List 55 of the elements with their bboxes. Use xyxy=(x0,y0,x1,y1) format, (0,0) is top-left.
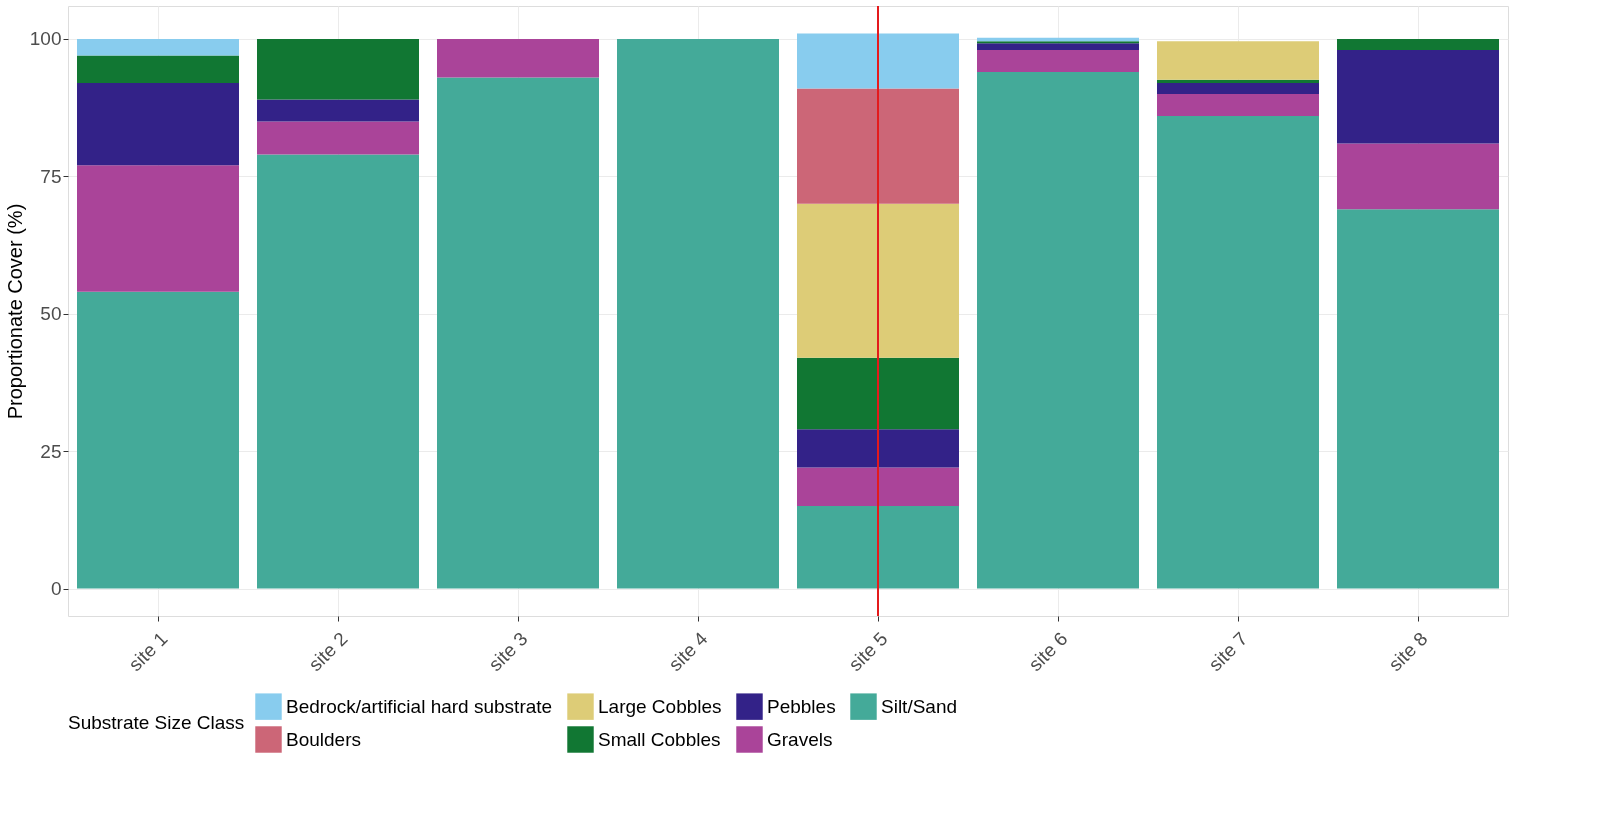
legend-label: Large Cobbles xyxy=(598,695,722,717)
x-tick-label: site 8 xyxy=(1384,628,1432,676)
bar xyxy=(1337,38,1499,50)
bar xyxy=(797,429,959,468)
bar xyxy=(77,55,239,83)
bar xyxy=(77,38,239,56)
legend-label: Gravels xyxy=(767,728,833,750)
y-tick-label: 100 xyxy=(29,28,62,50)
y-tick-label: 50 xyxy=(40,303,62,325)
bar xyxy=(77,291,239,589)
y-tick-label: 75 xyxy=(40,165,62,187)
bar xyxy=(1157,79,1319,83)
x-tick-label: site 1 xyxy=(124,628,172,676)
bar xyxy=(977,49,1139,72)
bar xyxy=(977,71,1139,589)
bar xyxy=(1157,115,1319,589)
x-tick-label: site 2 xyxy=(304,628,352,676)
x-tick-label: site 5 xyxy=(844,628,892,676)
bar xyxy=(257,99,419,122)
bar xyxy=(1157,41,1319,80)
bar xyxy=(797,33,959,89)
bar xyxy=(797,88,959,204)
bar xyxy=(77,165,239,292)
bar xyxy=(1337,143,1499,210)
x-tick-label: site 6 xyxy=(1024,628,1072,676)
bar xyxy=(257,154,419,589)
x-tick-label: site 3 xyxy=(484,628,532,676)
bar xyxy=(437,77,599,589)
bar xyxy=(797,203,959,358)
x-tick-label: site 4 xyxy=(664,627,712,676)
legend-label: Boulders xyxy=(286,728,361,750)
x-tick-label: site 7 xyxy=(1204,628,1252,676)
bar xyxy=(1157,82,1319,94)
bar xyxy=(257,121,419,155)
y-tick-label: 25 xyxy=(40,440,62,462)
legend-label: Silt/Sand xyxy=(881,695,958,717)
legend-label: Small Cobbles xyxy=(598,728,721,750)
legend-title: Substrate Size Class xyxy=(68,712,245,733)
legend-label: Pebbles xyxy=(767,695,836,717)
bar xyxy=(977,41,1139,44)
bar xyxy=(1337,209,1499,589)
bar xyxy=(257,38,419,100)
bar xyxy=(617,38,779,589)
bar xyxy=(797,506,959,589)
y-axis-title: Proportionate Cover (%) xyxy=(3,203,26,420)
bar xyxy=(977,37,1139,42)
legend-label: Bedrock/artificial hard substrate xyxy=(286,695,553,717)
bar xyxy=(1157,93,1319,116)
y-tick-label: 0 xyxy=(50,578,62,600)
bar xyxy=(437,38,599,78)
bar xyxy=(77,82,239,166)
bar xyxy=(977,43,1139,50)
bar xyxy=(797,467,959,507)
bar xyxy=(797,357,959,430)
bar xyxy=(1337,49,1499,144)
